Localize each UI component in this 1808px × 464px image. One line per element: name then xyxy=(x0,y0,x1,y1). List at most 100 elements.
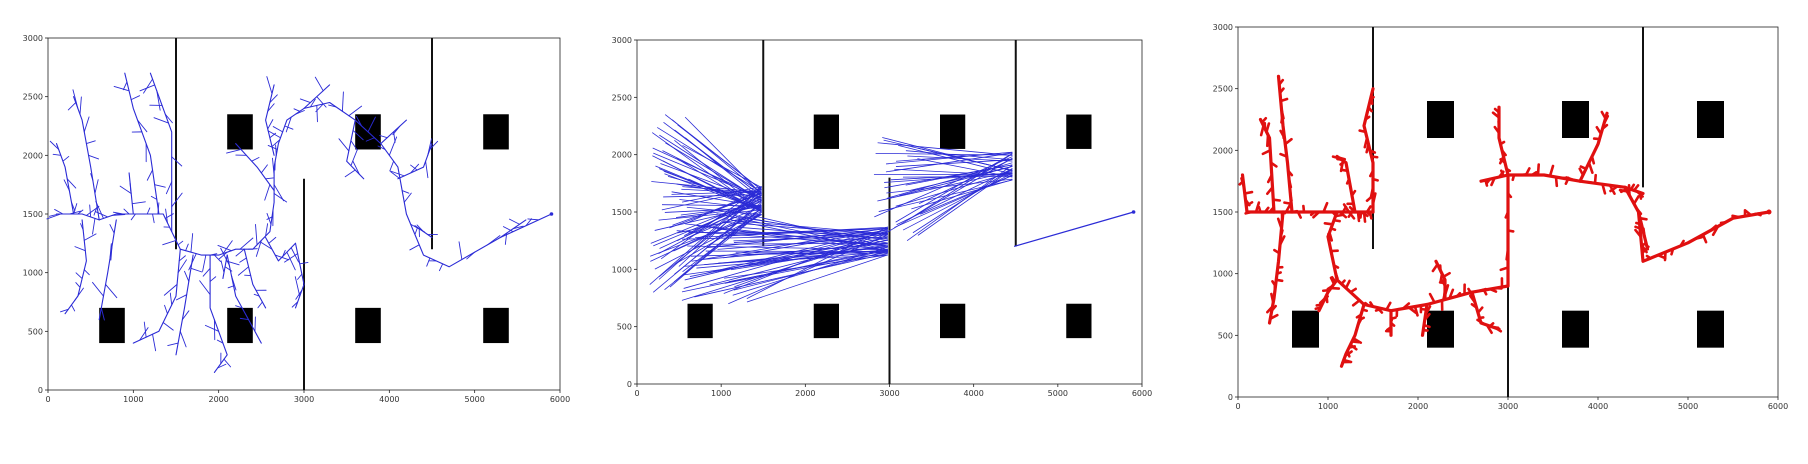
x-tick-label: 2000 xyxy=(208,395,228,404)
tree-twig xyxy=(1332,264,1340,269)
obstacle-block xyxy=(940,114,966,149)
obstacle-block xyxy=(1292,310,1319,348)
tree-twig xyxy=(1315,303,1324,307)
tree-twig xyxy=(1347,345,1356,349)
tree-twig xyxy=(1389,316,1397,321)
ray-line xyxy=(917,168,1013,236)
ray-line xyxy=(659,134,762,202)
tree-twig xyxy=(1279,229,1284,238)
ray-line xyxy=(884,173,1013,183)
tree-branch xyxy=(265,236,297,262)
tree-twig xyxy=(1368,169,1375,178)
tree-twig xyxy=(1493,107,1501,114)
ray-line xyxy=(736,211,888,248)
tree-twig xyxy=(92,217,96,235)
x-tick-label: 1000 xyxy=(711,389,731,398)
tree-twig xyxy=(1334,271,1339,280)
tree-twig xyxy=(1340,357,1346,366)
tree-twig xyxy=(1595,125,1603,136)
x-tick-label: 4000 xyxy=(379,395,399,404)
tree-twig xyxy=(1413,305,1419,317)
tree-twig xyxy=(427,138,432,156)
ray-line xyxy=(912,168,1013,234)
tree-twig xyxy=(272,157,275,177)
tree-twig xyxy=(1266,186,1274,196)
ray-line xyxy=(894,168,1013,176)
tree-twig xyxy=(328,104,337,108)
tree-twig xyxy=(1443,287,1447,298)
tree-twig xyxy=(1499,266,1510,272)
y-tick-label: 1500 xyxy=(1213,208,1233,217)
tree-twig xyxy=(1709,224,1718,232)
tree-twig xyxy=(111,214,126,216)
tree-twig xyxy=(184,270,190,282)
tree-twig xyxy=(1731,214,1741,219)
tree-twig xyxy=(1265,122,1271,134)
tree-twig xyxy=(260,164,268,174)
tree-twig xyxy=(1244,198,1251,207)
tree-twig xyxy=(1266,305,1274,314)
ray-line xyxy=(664,114,762,191)
tree-twig xyxy=(1701,233,1708,244)
tree-twig xyxy=(1266,133,1270,148)
tree-twig xyxy=(235,305,243,309)
tree-twig xyxy=(202,267,211,277)
tree-twig xyxy=(1506,229,1515,233)
tree-twig xyxy=(1322,201,1329,214)
tree-twig xyxy=(1329,276,1336,286)
obstacle-block xyxy=(1562,101,1589,138)
tree-twig xyxy=(85,140,96,145)
tree-twig xyxy=(377,145,386,150)
chart-panel-1: 0 1000 2000 3000 4000 5000 6000 0 500 1000 1500 200… xyxy=(23,34,571,404)
ray-line xyxy=(718,254,888,264)
x-tick-label: 3000 xyxy=(294,395,314,404)
tree-twig xyxy=(1401,302,1411,310)
tree-twig xyxy=(1358,129,1367,134)
tree-twig xyxy=(1638,191,1643,200)
tree-twig xyxy=(1243,190,1254,195)
ray-line xyxy=(899,166,1013,197)
tree-twig xyxy=(162,239,177,246)
tree-twig xyxy=(365,137,375,142)
tree-twig xyxy=(1365,107,1370,115)
ray-line xyxy=(898,145,1013,175)
tree-twig xyxy=(1536,163,1541,177)
obstacle-block xyxy=(1066,303,1092,339)
tree-twig xyxy=(77,209,84,215)
tree-twig xyxy=(1329,227,1337,232)
tree-twig xyxy=(1349,287,1357,294)
tree-twig xyxy=(1431,263,1439,273)
tree-twig xyxy=(177,259,187,274)
ray-line xyxy=(895,171,1013,207)
tree-twig xyxy=(88,154,100,160)
tree-twig xyxy=(390,170,405,177)
tree-twig xyxy=(1279,97,1289,103)
tree-twig xyxy=(1361,308,1369,313)
tree-twig xyxy=(239,237,254,250)
tree-twig xyxy=(1641,241,1648,247)
x-tick-label: 5000 xyxy=(1048,389,1068,398)
tree-twig xyxy=(268,236,277,244)
y-tick-label: 3000 xyxy=(1213,23,1233,32)
tree-twig xyxy=(1554,175,1559,188)
tree-twig xyxy=(1340,279,1346,286)
ray-line xyxy=(894,175,1013,228)
tree-twig xyxy=(71,201,76,212)
ray-line xyxy=(664,173,762,211)
tree-twig xyxy=(255,239,262,257)
tree-twig xyxy=(458,241,463,260)
tree-twig xyxy=(429,140,439,150)
tree-branch xyxy=(346,119,365,180)
tree-twig xyxy=(74,246,86,252)
obstacle-block xyxy=(227,307,253,344)
tree-branch xyxy=(397,143,433,180)
tree-twig xyxy=(1280,107,1285,120)
ray-line xyxy=(724,254,888,279)
tree-twig xyxy=(1476,287,1487,293)
obstacle-block xyxy=(1427,310,1454,348)
tree-twig xyxy=(1499,140,1506,146)
tree-twig xyxy=(1476,306,1484,315)
tree-twig xyxy=(502,226,514,233)
tree-twig xyxy=(275,144,277,156)
ray-line xyxy=(905,164,1013,186)
